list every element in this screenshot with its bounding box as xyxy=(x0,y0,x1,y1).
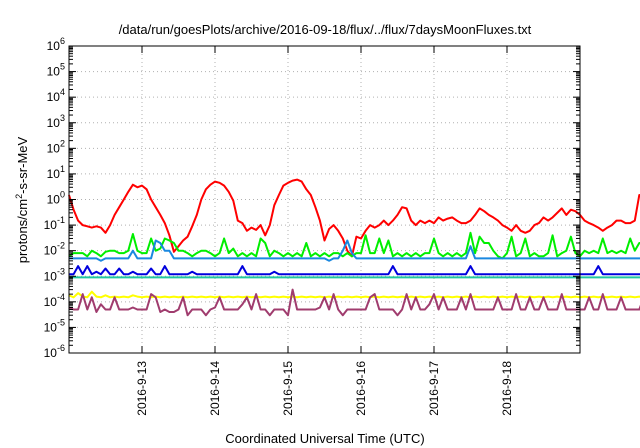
y-tick-label: 102 xyxy=(47,138,65,155)
x-tick-label: 2016-9-14 xyxy=(208,361,222,416)
chart-title: /data/run/goesPlots/archive/2016-09-18/f… xyxy=(119,22,532,37)
y-tick-label: 105 xyxy=(47,62,65,79)
y-tick-label: 10-4 xyxy=(44,292,65,309)
y-tick-label: 10-1 xyxy=(44,215,65,232)
series-line-1 xyxy=(68,178,640,258)
y-tick-label: 10-6 xyxy=(44,343,65,360)
x-tick-label: 2016-9-15 xyxy=(281,361,295,416)
y-tick-label: 10-5 xyxy=(44,317,65,334)
series-line-2 xyxy=(68,231,640,260)
y-tick-label: 106 xyxy=(47,36,65,53)
x-tick-label: 2016-9-18 xyxy=(500,361,514,416)
y-tick-label: 10-2 xyxy=(44,241,65,258)
y-tick-label: 101 xyxy=(47,164,65,181)
x-axis: 2016-9-13 2016-9-14 2016-9-15 2016-9-16 2016… xyxy=(135,46,514,416)
series-line-7 xyxy=(68,288,640,317)
y-tick-label: 104 xyxy=(47,87,65,104)
x-tick-label: 2016-9-17 xyxy=(427,361,441,416)
x-axis-label: Coordinated Universal Time (UTC) xyxy=(225,431,424,446)
y-tick-label: 10-3 xyxy=(44,266,65,283)
y-tick-label: 100 xyxy=(47,190,65,207)
series-line-3 xyxy=(69,239,640,262)
x-tick-label: 2016-9-16 xyxy=(354,361,368,416)
x-tick-label: 2016-9-13 xyxy=(135,361,149,416)
y-tick-label: 103 xyxy=(47,113,65,130)
series-layer xyxy=(68,178,640,317)
grid-layer xyxy=(69,46,580,353)
y-axis-label: protons/cm2-s-sr-MeV xyxy=(14,136,30,263)
series-line-5 xyxy=(69,265,640,276)
